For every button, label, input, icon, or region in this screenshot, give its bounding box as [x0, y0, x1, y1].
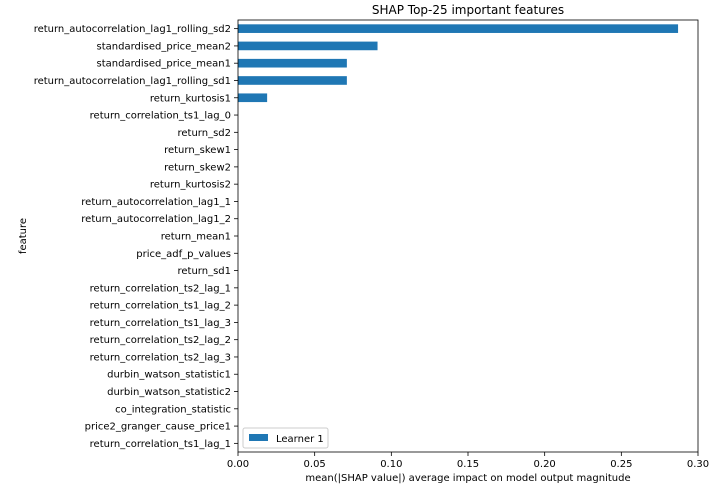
- x-tick-label: 0.05: [304, 459, 326, 470]
- y-tick-label: return_autocorrelation_lag1_rolling_sd2: [34, 24, 231, 35]
- bar-return_autocorrelation_lag1_rolling_sd2: [238, 24, 679, 33]
- plot-frame: [237, 19, 699, 453]
- bars-group: [238, 24, 679, 103]
- y-tick-label: return_kurtosis1: [150, 93, 231, 104]
- y-tick-label: return_mean1: [161, 232, 231, 243]
- y-tick-label: price2_granger_cause_price1: [85, 422, 231, 433]
- legend: Learner 1: [242, 427, 329, 449]
- x-tick-label: 0.30: [687, 459, 709, 470]
- y-tick-label: durbin_watson_statistic2: [107, 387, 231, 398]
- x-tick-label: 0.20: [534, 459, 556, 470]
- x-tick-label: 0.25: [610, 459, 632, 470]
- y-tick-label: return_correlation_ts2_lag_1: [90, 283, 231, 294]
- bar-return_autocorrelation_lag1_rolling_sd1: [238, 76, 347, 85]
- legend-swatch: [249, 434, 268, 441]
- bar-standardised_price_mean1: [238, 58, 347, 68]
- bar-standardised_price_mean2: [238, 41, 378, 51]
- y-tick-label: return_correlation_ts1_lag_1: [90, 439, 231, 450]
- x-tick-label: 0.00: [227, 459, 249, 470]
- y-tick-label: return_skew2: [164, 162, 231, 173]
- x-axis-label: mean(|SHAP value|) average impact on mod…: [305, 473, 630, 484]
- legend-box: [242, 427, 329, 449]
- y-tick-label: return_autocorrelation_lag1_2: [81, 214, 231, 225]
- bar-return_kurtosis1: [238, 93, 268, 103]
- y-tick-label: standardised_price_mean1: [97, 59, 231, 70]
- chart-title: SHAP Top-25 important features: [372, 3, 564, 17]
- x-tick-label: 0.15: [457, 459, 479, 470]
- y-tick-label: return_sd1: [178, 266, 232, 277]
- y-tick-label: return_skew1: [164, 145, 231, 156]
- legend-label: Learner 1: [276, 434, 324, 445]
- y-tick-label: return_correlation_ts2_lag_3: [90, 352, 231, 363]
- y-tick-label: return_correlation_ts1_lag_0: [90, 111, 231, 122]
- y-tick-label: price_adf_p_values: [136, 249, 231, 260]
- x-tick-label: 0.10: [380, 459, 402, 470]
- y-tick-label: return_correlation_ts1_lag_3: [90, 318, 231, 329]
- y-tick-label: return_correlation_ts2_lag_2: [90, 335, 231, 346]
- y-tick-label: return_kurtosis2: [150, 180, 231, 191]
- y-tick-label: co_integration_statistic: [115, 404, 231, 415]
- x-axis-ticks: 0.00 0.05 0.10 0.15 0.20 0.25 0.30: [227, 452, 709, 470]
- y-tick-label: return_sd2: [178, 128, 232, 139]
- y-tick-label: durbin_watson_statistic1: [107, 370, 231, 381]
- y-tick-label: return_autocorrelation_lag1_rolling_sd1: [34, 76, 231, 87]
- y-axis-label: feature: [18, 218, 29, 254]
- y-tick-label: return_correlation_ts1_lag_2: [90, 301, 231, 312]
- y-axis-ticks: return_autocorrelation_lag1_rolling_sd2s…: [34, 24, 238, 450]
- y-tick-label: return_autocorrelation_lag1_1: [81, 197, 231, 208]
- y-tick-label: standardised_price_mean2: [97, 41, 231, 52]
